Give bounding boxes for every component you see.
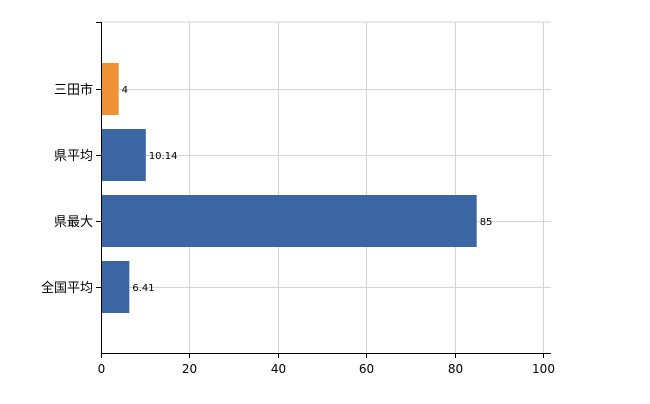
- bar: [102, 261, 130, 313]
- category-label: 三田市: [54, 82, 93, 98]
- category-label: 全国平均: [41, 280, 93, 296]
- x-tick-label: 40: [271, 362, 286, 376]
- data-label: 6.41: [132, 283, 154, 294]
- x-tick-label: 100: [532, 362, 555, 376]
- label-layer: 0 20 40 60 80 100 三田市 4 県平均 10.14 県最大 85 全国平均 6.41: [41, 82, 555, 376]
- x-tick-label: 60: [359, 362, 374, 376]
- axis-layer: [96, 22, 551, 358]
- grid-layer: [101, 21, 551, 353]
- bar: [102, 195, 477, 247]
- x-tick-label: 20: [182, 362, 197, 376]
- bar: [102, 129, 146, 181]
- data-label: 10.14: [149, 151, 178, 162]
- x-tick-label: 0: [98, 362, 106, 376]
- x-tick-label: 80: [448, 362, 463, 376]
- bar: [102, 63, 119, 115]
- category-label: 県最大: [54, 215, 93, 230]
- data-label: 85: [480, 217, 493, 228]
- bar-layer: [102, 63, 477, 313]
- data-label: 4: [122, 85, 128, 96]
- category-label: 県平均: [54, 149, 93, 164]
